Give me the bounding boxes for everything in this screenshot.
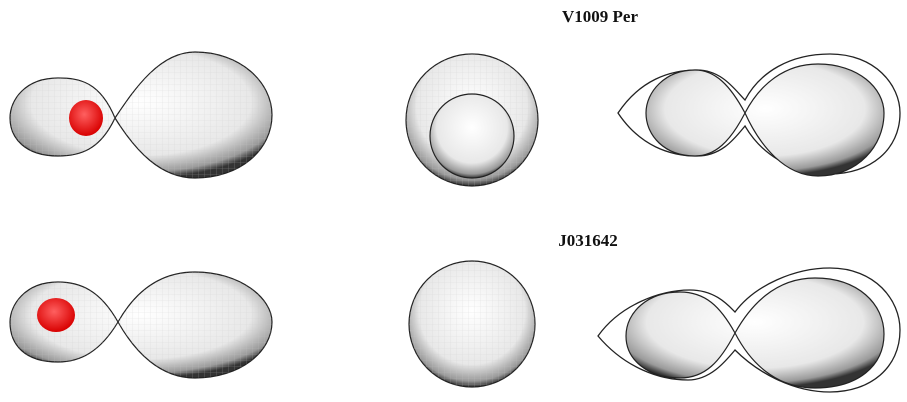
mesh xyxy=(10,52,272,178)
star xyxy=(430,94,514,178)
contact-binary xyxy=(646,64,884,176)
model-row xyxy=(10,52,900,186)
figure: V1009 Per J031642 xyxy=(0,0,907,402)
spot xyxy=(37,298,75,332)
spot xyxy=(69,100,103,136)
panel-title: V1009 Per xyxy=(562,7,638,26)
model-row xyxy=(10,261,900,392)
panel-title: J031642 xyxy=(558,231,618,250)
mesh xyxy=(409,261,535,387)
contact-binary xyxy=(626,278,884,388)
